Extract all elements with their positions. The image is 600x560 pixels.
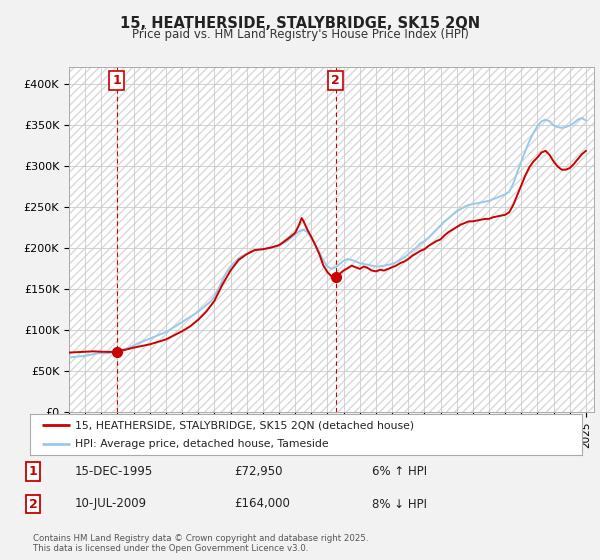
Text: £72,950: £72,950 — [234, 465, 283, 478]
Text: 15-DEC-1995: 15-DEC-1995 — [75, 465, 153, 478]
Text: 8% ↓ HPI: 8% ↓ HPI — [372, 497, 427, 511]
Text: 10-JUL-2009: 10-JUL-2009 — [75, 497, 147, 511]
Text: 1: 1 — [29, 465, 37, 478]
Text: 2: 2 — [331, 74, 340, 87]
Text: 2: 2 — [29, 497, 37, 511]
Text: 6% ↑ HPI: 6% ↑ HPI — [372, 465, 427, 478]
Text: 15, HEATHERSIDE, STALYBRIDGE, SK15 2QN (detached house): 15, HEATHERSIDE, STALYBRIDGE, SK15 2QN (… — [75, 421, 415, 430]
Text: Price paid vs. HM Land Registry's House Price Index (HPI): Price paid vs. HM Land Registry's House … — [131, 28, 469, 41]
Text: £164,000: £164,000 — [234, 497, 290, 511]
Text: 15, HEATHERSIDE, STALYBRIDGE, SK15 2QN: 15, HEATHERSIDE, STALYBRIDGE, SK15 2QN — [120, 16, 480, 31]
Text: 1: 1 — [112, 74, 121, 87]
Text: Contains HM Land Registry data © Crown copyright and database right 2025.
This d: Contains HM Land Registry data © Crown c… — [33, 534, 368, 553]
Text: HPI: Average price, detached house, Tameside: HPI: Average price, detached house, Tame… — [75, 439, 329, 449]
